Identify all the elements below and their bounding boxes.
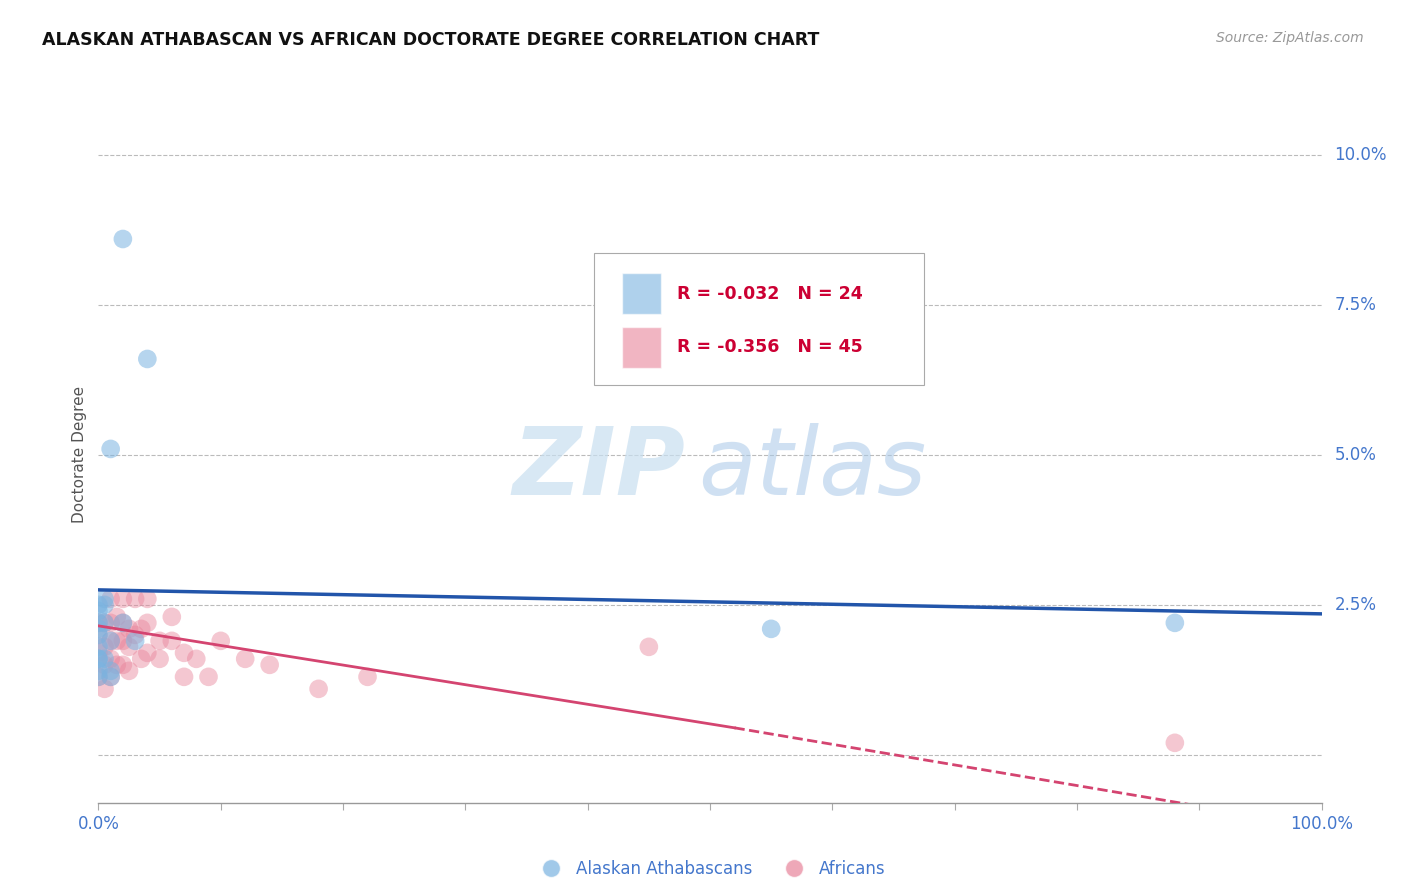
Point xyxy=(761,622,783,636)
Point xyxy=(136,351,159,366)
Point xyxy=(87,622,110,636)
Point xyxy=(118,640,141,654)
Point xyxy=(111,591,134,606)
Point xyxy=(160,610,183,624)
Point xyxy=(105,610,128,624)
Point xyxy=(87,628,110,642)
Point xyxy=(124,591,146,606)
Point xyxy=(100,670,122,684)
Point xyxy=(105,633,128,648)
Point xyxy=(209,633,232,648)
Text: Source: ZipAtlas.com: Source: ZipAtlas.com xyxy=(1216,31,1364,45)
Point xyxy=(93,591,115,606)
Point xyxy=(87,670,110,684)
Point xyxy=(105,657,128,672)
Point xyxy=(100,633,122,648)
Point xyxy=(111,232,134,246)
Point xyxy=(637,640,661,654)
Point xyxy=(356,670,378,684)
Text: 10.0%: 10.0% xyxy=(1334,146,1386,164)
Text: 7.5%: 7.5% xyxy=(1334,296,1376,314)
Point xyxy=(1164,736,1187,750)
Point xyxy=(93,615,115,630)
Point xyxy=(87,652,110,666)
Point xyxy=(129,622,152,636)
Point xyxy=(87,640,110,654)
Point xyxy=(118,622,141,636)
Point xyxy=(100,652,122,666)
Point xyxy=(173,646,195,660)
Text: R = -0.356   N = 45: R = -0.356 N = 45 xyxy=(678,338,863,356)
Point xyxy=(87,664,110,678)
Point xyxy=(87,652,110,666)
Text: 2.5%: 2.5% xyxy=(1334,596,1376,614)
Point xyxy=(111,657,134,672)
Point xyxy=(87,646,110,660)
Point xyxy=(93,615,115,630)
Point xyxy=(87,615,110,630)
Point xyxy=(87,604,110,618)
FancyBboxPatch shape xyxy=(621,326,661,368)
Point xyxy=(1164,615,1187,630)
Point xyxy=(259,657,281,672)
Point xyxy=(233,652,256,666)
Point xyxy=(160,633,183,648)
Point xyxy=(124,628,146,642)
Point xyxy=(111,615,134,630)
Point xyxy=(93,652,115,666)
Point xyxy=(124,633,146,648)
Point xyxy=(149,633,172,648)
Point xyxy=(136,591,159,606)
FancyBboxPatch shape xyxy=(621,273,661,314)
Text: ALASKAN ATHABASCAN VS AFRICAN DOCTORATE DEGREE CORRELATION CHART: ALASKAN ATHABASCAN VS AFRICAN DOCTORATE … xyxy=(42,31,820,49)
Text: atlas: atlas xyxy=(697,424,927,515)
Point xyxy=(173,670,195,684)
Point xyxy=(93,657,115,672)
Point xyxy=(197,670,219,684)
Point xyxy=(129,652,152,666)
Point xyxy=(136,646,159,660)
Point xyxy=(100,664,122,678)
Point xyxy=(93,681,115,696)
Point xyxy=(87,598,110,612)
Point xyxy=(87,628,110,642)
FancyBboxPatch shape xyxy=(593,253,924,385)
Point xyxy=(100,591,122,606)
Text: R = -0.032   N = 24: R = -0.032 N = 24 xyxy=(678,285,863,302)
Point xyxy=(111,615,134,630)
Point xyxy=(111,633,134,648)
Point xyxy=(149,652,172,666)
Point xyxy=(93,598,115,612)
Point xyxy=(118,664,141,678)
Text: ZIP: ZIP xyxy=(513,423,686,515)
Point xyxy=(87,615,110,630)
Y-axis label: Doctorate Degree: Doctorate Degree xyxy=(72,386,87,524)
Point xyxy=(136,615,159,630)
Legend: Alaskan Athabascans, Africans: Alaskan Athabascans, Africans xyxy=(527,854,893,885)
Point xyxy=(93,640,115,654)
Point xyxy=(308,681,330,696)
Point xyxy=(100,442,122,456)
Text: 5.0%: 5.0% xyxy=(1334,446,1376,464)
Point xyxy=(87,670,110,684)
Point xyxy=(100,633,122,648)
Point xyxy=(100,670,122,684)
Point xyxy=(100,615,122,630)
Point xyxy=(186,652,208,666)
